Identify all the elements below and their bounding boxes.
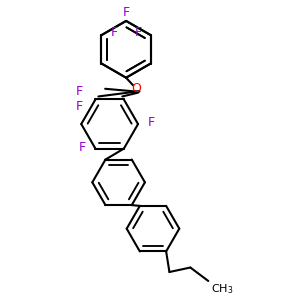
- Text: CH$_3$: CH$_3$: [211, 283, 233, 296]
- Text: F: F: [75, 100, 82, 113]
- Text: F: F: [148, 116, 155, 129]
- Text: F: F: [110, 26, 118, 39]
- Text: F: F: [122, 6, 130, 19]
- Text: F: F: [75, 85, 82, 98]
- Text: F: F: [79, 141, 86, 154]
- Text: F: F: [135, 26, 142, 39]
- Text: O: O: [132, 82, 142, 95]
